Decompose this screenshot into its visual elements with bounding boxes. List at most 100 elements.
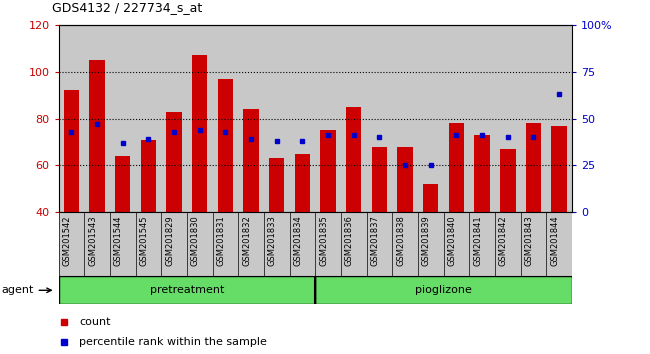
Bar xyxy=(315,25,341,212)
Bar xyxy=(469,212,495,276)
Bar xyxy=(346,107,361,212)
Bar xyxy=(392,25,418,212)
Text: count: count xyxy=(79,317,110,327)
Bar xyxy=(239,212,264,276)
Bar xyxy=(115,156,131,212)
Bar xyxy=(161,25,187,212)
Bar xyxy=(136,212,161,276)
Bar xyxy=(546,25,572,212)
Bar xyxy=(58,25,84,212)
Bar xyxy=(418,212,444,276)
Bar xyxy=(187,212,213,276)
Bar xyxy=(392,25,418,212)
Text: GSM201833: GSM201833 xyxy=(268,216,277,267)
Bar xyxy=(64,90,79,212)
Text: percentile rank within the sample: percentile rank within the sample xyxy=(79,337,267,347)
Bar xyxy=(521,25,546,212)
Bar xyxy=(264,25,290,212)
Bar xyxy=(110,25,136,212)
Bar xyxy=(315,212,341,276)
Bar xyxy=(239,25,264,212)
Bar xyxy=(89,60,105,212)
Bar xyxy=(110,212,136,276)
Bar xyxy=(58,276,315,304)
Text: GSM201545: GSM201545 xyxy=(139,216,148,266)
Bar xyxy=(84,212,110,276)
Bar xyxy=(367,212,393,276)
Bar xyxy=(136,25,161,212)
Bar xyxy=(443,25,469,212)
Text: GSM201542: GSM201542 xyxy=(62,216,72,266)
Text: GSM201831: GSM201831 xyxy=(216,216,226,266)
Bar xyxy=(521,212,546,276)
Bar xyxy=(218,79,233,212)
Bar xyxy=(140,140,156,212)
Bar xyxy=(315,276,572,304)
Bar xyxy=(469,25,495,212)
Bar xyxy=(443,25,469,212)
Bar xyxy=(290,25,315,212)
Bar xyxy=(521,25,546,212)
Bar xyxy=(474,135,490,212)
Bar xyxy=(213,212,239,276)
Bar xyxy=(546,212,572,276)
Text: GSM201836: GSM201836 xyxy=(344,216,354,267)
Bar xyxy=(469,25,495,212)
Bar xyxy=(192,55,207,212)
Text: GSM201837: GSM201837 xyxy=(370,216,380,267)
Bar xyxy=(213,25,239,212)
Bar xyxy=(166,112,182,212)
Bar xyxy=(500,149,515,212)
Bar xyxy=(110,25,136,212)
Bar xyxy=(443,212,469,276)
Text: GDS4132 / 227734_s_at: GDS4132 / 227734_s_at xyxy=(52,1,202,14)
Bar xyxy=(367,25,393,212)
Bar xyxy=(367,25,393,212)
Bar xyxy=(58,212,84,276)
Bar xyxy=(269,159,285,212)
Bar xyxy=(290,25,315,212)
Bar xyxy=(341,25,367,212)
Text: GSM201843: GSM201843 xyxy=(525,216,534,266)
Bar xyxy=(341,25,367,212)
Text: GSM201834: GSM201834 xyxy=(293,216,302,266)
Text: pioglizone: pioglizone xyxy=(415,285,472,295)
Text: GSM201544: GSM201544 xyxy=(114,216,123,266)
Text: GSM201835: GSM201835 xyxy=(319,216,328,266)
Bar xyxy=(372,147,387,212)
Bar xyxy=(495,25,521,212)
Text: pretreatment: pretreatment xyxy=(150,285,224,295)
Bar xyxy=(397,147,413,212)
Bar xyxy=(58,25,84,212)
Text: GSM201844: GSM201844 xyxy=(550,216,559,266)
Bar xyxy=(58,276,315,304)
Bar xyxy=(418,25,444,212)
Bar xyxy=(392,212,418,276)
Text: agent: agent xyxy=(1,285,51,295)
Bar xyxy=(136,25,161,212)
Bar xyxy=(546,25,572,212)
Bar xyxy=(294,154,310,212)
Bar xyxy=(315,25,341,212)
Bar xyxy=(84,25,110,212)
Bar xyxy=(264,212,290,276)
Bar xyxy=(341,212,367,276)
Text: GSM201829: GSM201829 xyxy=(165,216,174,266)
Bar xyxy=(187,25,213,212)
Bar xyxy=(320,130,336,212)
Bar xyxy=(315,276,572,304)
Text: GSM201842: GSM201842 xyxy=(499,216,508,266)
Text: GSM201832: GSM201832 xyxy=(242,216,251,266)
Bar xyxy=(243,109,259,212)
Bar xyxy=(84,25,110,212)
Text: GSM201838: GSM201838 xyxy=(396,216,405,267)
Bar xyxy=(495,212,521,276)
Bar xyxy=(239,25,264,212)
Bar xyxy=(526,123,541,212)
Text: GSM201841: GSM201841 xyxy=(473,216,482,266)
Bar xyxy=(161,25,187,212)
Bar xyxy=(448,123,464,212)
Text: GSM201543: GSM201543 xyxy=(88,216,97,266)
Text: GSM201830: GSM201830 xyxy=(190,216,200,266)
Bar xyxy=(551,126,567,212)
